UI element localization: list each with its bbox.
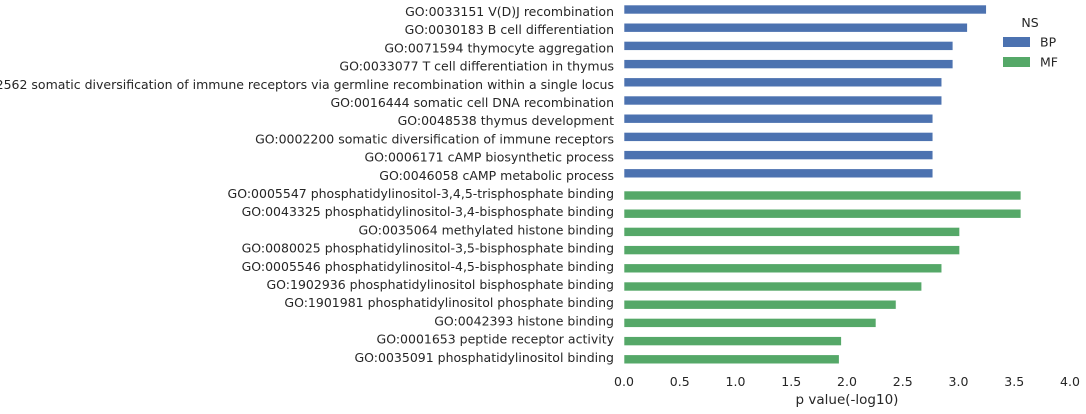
legend-swatch-bp [1003,37,1030,47]
x-tick-label: 1.0 [726,374,746,389]
category-label: GO:0002200 somatic diversification of im… [255,131,614,146]
category-label: GO:0001653 peptide receptor activity [377,332,615,347]
x-tick-label: 0.5 [670,374,690,389]
category-label: GO:0035064 methylated histone binding [358,222,614,237]
bar-mf-9 [623,354,840,365]
bar-bp-7 [623,132,934,142]
x-tick-label: 1.5 [781,374,801,389]
x-axis-title: p value(-log10) [796,392,899,408]
bar-bp-8 [623,150,934,160]
bar-mf-8 [623,336,842,346]
category-label: GO:0035091 phosphatidylinositol binding [355,350,615,365]
category-label: GO:0048538 thymus development [398,113,615,128]
category-label: GO:0005547 phosphatidylinositol-3,4,5-tr… [228,186,614,201]
category-label: GO:0033077 T cell differentiation in thy… [339,59,614,74]
category-labels: GO:0033151 V(D)J recombination GO:0030183… [0,4,615,365]
x-axis-ticks: 0.0 0.5 1.0 1.5 2.0 2.5 3.0 3.5 4.0 [614,374,1080,389]
category-label: GO:0080025 phosphatidylinositol-3,5-bisp… [242,241,614,256]
legend-label-bp: BP [1040,35,1057,50]
x-tick-label: 4.0 [1060,374,1080,389]
bar-bp-2 [623,41,954,51]
category-label: GO:0071594 thymocyte aggregation [384,40,614,55]
category-label: GO:0030183 B cell differentiation [405,22,614,37]
category-label: GO:1901981 phosphatidylinositol phosphat… [284,295,614,310]
category-label: GO:0005546 phosphatidylinositol-4,5-bisp… [242,259,614,274]
category-label: GO:0046058 cAMP metabolic process [379,168,614,183]
legend-title: NS [1021,15,1038,30]
bar-mf-5 [623,281,923,292]
category-label: GO:0033151 V(D)J recombination [405,4,614,19]
bar-mf-3 [623,245,960,255]
bar-mf-2 [623,227,960,237]
bar-bp-4 [623,77,943,88]
x-tick-label: 2.0 [837,374,857,389]
bar-bp-3 [623,59,954,69]
bar-mf-6 [623,299,897,310]
category-label: GO:0006171 cAMP biosynthetic process [364,150,614,165]
bar-bp-0 [623,4,987,15]
bar-bp-6 [623,113,934,124]
x-tick-label: 0.0 [614,374,634,389]
bar-bp-9 [623,168,934,179]
legend-label-mf: MF [1040,55,1058,70]
bar-mf-0 [623,190,1022,201]
category-label: GO:1902936 phosphatidylinositol bisphosp… [266,277,614,292]
bar-bp-5 [623,95,943,106]
legend-swatch-mf [1003,57,1030,67]
bar-bp-1 [623,22,968,33]
category-label: GO:0016444 somatic cell DNA recombinatio… [330,95,614,110]
category-label: GO:0002562 somatic diversification of im… [0,77,614,92]
x-tick-label: 3.5 [1004,374,1024,389]
category-label: GO:0043325 phosphatidylinositol-3,4-bisp… [242,204,614,219]
bar-mf-4 [623,263,943,274]
x-tick-label: 2.5 [893,374,913,389]
legend: NS BP MF [1003,15,1058,70]
bars-group [623,4,1022,365]
bar-mf-1 [623,208,1022,219]
category-label: GO:0042393 histone binding [434,313,614,328]
bar-mf-7 [623,318,877,328]
x-tick-label: 3.0 [949,374,969,389]
